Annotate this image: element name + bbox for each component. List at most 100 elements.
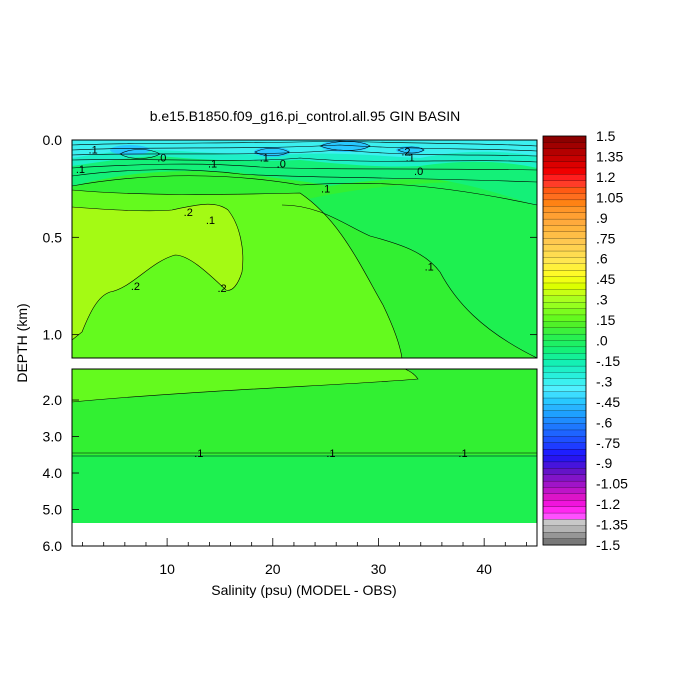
colorbar-swatch: [542, 231, 587, 239]
colorbar-label: -.15: [596, 353, 620, 369]
contour-label: .2: [217, 283, 226, 295]
colorbar-swatch: [542, 391, 587, 399]
contour-label: .2: [184, 207, 193, 219]
contour-label: .1: [458, 448, 467, 460]
chart-title: b.e15.B1850.f09_g16.pi_control.all.95 GI…: [150, 108, 461, 124]
colorbar-swatch: [542, 372, 587, 380]
colorbar-swatch: [542, 487, 587, 495]
colorbar-swatch: [542, 525, 587, 533]
colorbar-swatch: [542, 167, 587, 175]
colorbar-label: -1.35: [596, 517, 628, 533]
colorbar-swatch: [542, 263, 587, 271]
colorbar-swatch: [542, 500, 587, 508]
colorbar-swatch: [542, 429, 587, 437]
contour-line: [397, 146, 425, 154]
colorbar-swatch: [542, 302, 587, 309]
contour-label: .1: [76, 164, 85, 176]
colorbar-swatch: [542, 417, 587, 425]
colorbar-label: .6: [596, 251, 608, 267]
x-axis-label: Salinity (psu) (MODEL - OBS): [211, 582, 396, 598]
contour-label: .1: [326, 448, 335, 460]
colorbar-swatch: [542, 461, 587, 469]
upper-panel: [72, 140, 537, 358]
colorbar-swatch: [542, 295, 587, 303]
colorbar-swatch: [542, 455, 587, 463]
contour-label: .0: [277, 158, 286, 170]
colorbar-swatch: [542, 359, 587, 367]
colorbar-swatch: [542, 212, 587, 220]
colorbar-swatch: [542, 346, 587, 354]
contour-line: [72, 169, 537, 183]
colorbar-swatch: [542, 423, 587, 431]
surface-cyan-layer: [72, 140, 537, 158]
colorbar-swatch: [542, 174, 587, 182]
colorbar-swatch: [542, 512, 587, 520]
y-tick-label: 6.0: [43, 538, 63, 554]
axes-group: 10 20 30 40 0.0 0.5 1.0 2.0 3.0 4.0 5.0 6.0: [43, 132, 537, 577]
lower-panel-frame: [71, 368, 538, 547]
colorbar-label: 1.2: [596, 169, 616, 185]
contour-label-group: .1.1.0.1.1.0.2.1.0.1.2.1.1.2.2.1.1.1: [76, 145, 468, 460]
y-tick-label: 0.0: [43, 132, 63, 148]
colorbar-label: -.3: [596, 373, 613, 389]
contour-line: [281, 204, 537, 358]
colorbar-swatch: [542, 155, 587, 162]
colorbar-swatch: [542, 282, 587, 290]
colorbar-label: -.75: [596, 435, 620, 451]
colorbar-swatch: [542, 442, 587, 450]
y-tick-label: 3.0: [43, 429, 63, 445]
colorbar-swatch: [542, 244, 587, 252]
colorbar-frame: [542, 135, 587, 546]
x-tick-label: 40: [476, 561, 492, 577]
colorbar-swatch: [542, 474, 587, 482]
y-axis-label: DEPTH (km): [14, 303, 30, 382]
colorbar-label: .45: [596, 271, 616, 287]
colorbar-swatch: [542, 378, 587, 386]
colorbar-swatch: [542, 321, 587, 329]
contour-line: [72, 175, 537, 206]
y-tick-label: 4.0: [43, 465, 63, 481]
colorbar-swatch: [542, 225, 587, 233]
colorbar-swatch: [542, 333, 587, 341]
colorbar-swatch: [542, 276, 587, 284]
colorbar-swatch: [542, 397, 587, 405]
upper-core-region: [72, 204, 243, 340]
colorbar-swatch: [542, 308, 587, 316]
colorbar-swatch: [542, 493, 587, 501]
colorbar-swatch: [542, 250, 587, 258]
colorbar-swatch: [542, 142, 587, 150]
colorbar-swatch: [542, 257, 587, 265]
contour-label: .1: [406, 153, 415, 165]
colorbar-swatch: [542, 327, 587, 335]
contour-label: .1: [206, 215, 215, 227]
contour-line: [319, 141, 371, 151]
colorbar-swatch: [542, 385, 587, 393]
contour-line: [254, 147, 290, 157]
contour-line: [72, 144, 537, 152]
upper-bright-green-region: [282, 180, 537, 358]
contour-label: .1: [194, 448, 203, 460]
x-tick-label: 20: [265, 561, 281, 577]
contour-label: .1: [208, 158, 217, 170]
colorbar-label: .9: [596, 210, 608, 226]
contour-label: .1: [425, 262, 434, 274]
colorbar-label: -1.5: [596, 537, 620, 553]
surface-eddy: [321, 140, 369, 152]
contour-line: [72, 189, 403, 358]
contour-label: .0: [157, 153, 166, 165]
contour-label: .1: [89, 145, 98, 157]
colorbar-swatch: [542, 506, 587, 514]
y-tick-label: 1.0: [43, 327, 63, 343]
contour-line: [72, 369, 419, 403]
contour-label: .2: [131, 281, 140, 293]
contour-line: [72, 203, 244, 341]
colorbar-swatch: [542, 218, 587, 226]
colorbar-swatch: [542, 161, 587, 169]
contour-label: .2: [401, 147, 410, 159]
surface-eddy: [110, 145, 150, 155]
y-tick-label: 0.5: [43, 229, 63, 245]
colorbar-swatch: [542, 410, 587, 418]
contour-line: [72, 163, 537, 171]
colorbar-swatch: [542, 365, 587, 373]
upper-panel-frame: [71, 139, 538, 359]
